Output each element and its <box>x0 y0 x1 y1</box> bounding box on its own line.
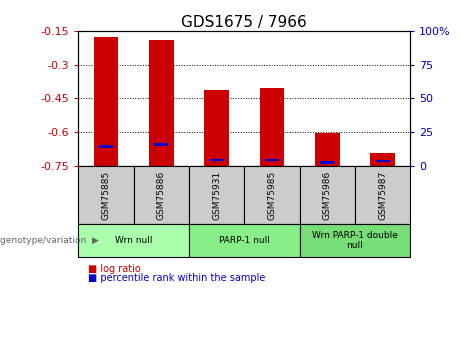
Bar <box>265 159 279 161</box>
Text: ■ percentile rank within the sample: ■ percentile rank within the sample <box>88 273 265 283</box>
Text: GSM75886: GSM75886 <box>157 170 166 219</box>
Bar <box>315 133 340 166</box>
Bar <box>320 161 334 164</box>
Text: PARP-1 null: PARP-1 null <box>219 236 270 245</box>
Bar <box>154 143 168 146</box>
Bar <box>260 88 284 166</box>
Bar <box>94 37 118 166</box>
Text: GSM75985: GSM75985 <box>267 170 277 219</box>
Bar <box>99 145 113 148</box>
Bar <box>149 40 174 166</box>
Text: GSM75987: GSM75987 <box>378 170 387 219</box>
Bar <box>210 159 224 161</box>
Text: GSM75986: GSM75986 <box>323 170 332 219</box>
Text: GSM75931: GSM75931 <box>212 170 221 219</box>
Bar <box>376 160 390 162</box>
Title: GDS1675 / 7966: GDS1675 / 7966 <box>182 15 307 30</box>
Text: GSM75885: GSM75885 <box>101 170 111 219</box>
Text: Wrn PARP-1 double
null: Wrn PARP-1 double null <box>312 231 398 250</box>
Text: genotype/variation  ▶: genotype/variation ▶ <box>0 236 99 245</box>
Text: Wrn null: Wrn null <box>115 236 153 245</box>
Bar <box>204 90 229 166</box>
Text: ■ log ratio: ■ log ratio <box>88 264 140 274</box>
Bar <box>370 153 395 166</box>
